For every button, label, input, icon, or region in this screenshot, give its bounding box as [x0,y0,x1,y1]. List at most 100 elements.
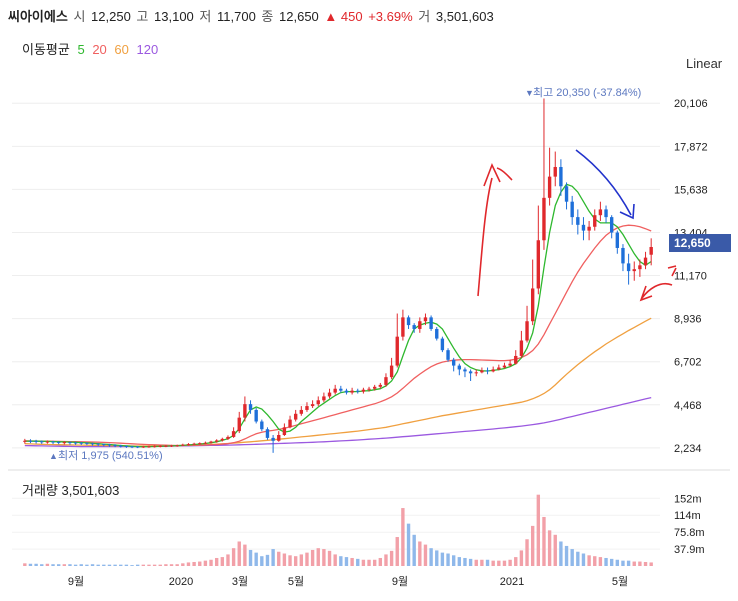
volume-bar [124,564,129,566]
candle-body [649,247,653,255]
volume-bar [372,559,377,566]
volume-bar [186,562,191,566]
volume-bar [542,516,546,566]
volume-bar [277,551,281,566]
ma120-legend: 120 [136,42,159,57]
candle-body [593,215,597,227]
candle-body [553,166,557,177]
volume-bar [621,560,625,566]
volume-bar [90,564,95,566]
candle-body [604,209,608,218]
low-marker-arrow: ▲ [49,451,58,461]
volume-bar [34,563,38,566]
high-marker-arrow: ▼ [525,88,534,98]
volume-bar [305,552,309,566]
candle-body [638,265,642,270]
ma5-legend: 5 [77,42,85,57]
candle-body [401,317,405,337]
volume-bar [243,544,247,566]
volume-bar [446,553,450,566]
price-tick-label: 4,468 [674,400,702,412]
candle-body [570,201,574,218]
candle-body [130,446,134,448]
candle-body [468,371,473,374]
moving-average-legend[interactable]: 이동평균 5 20 60 120 [22,39,162,58]
time-tick-label: 5월 [288,575,304,588]
price-tick-label: 17,872 [674,141,708,153]
volume-bar [209,559,213,566]
candle-body [119,445,123,447]
candle-body [107,444,112,446]
candle-body [423,317,428,322]
candle-body [316,400,320,405]
volume-bar [73,564,78,566]
volume-bar [237,541,241,566]
candle-body [299,409,304,414]
volume-bar [158,564,162,566]
volume-bar [327,550,332,566]
candle-body [288,419,292,428]
volume-bar [423,544,428,566]
candle-body [135,446,140,448]
candle-body [209,441,213,443]
price-tags: 12,650 최고 20,350 (-37.84%) ▼ 최저 1,975 (5… [49,86,731,462]
candle-body [254,409,258,422]
volume-bar [51,564,55,566]
candle-body [73,442,78,444]
candle-body [497,367,501,370]
high-value: 13,100 [154,9,194,24]
volume-bar [226,554,230,566]
candle-body [485,370,490,372]
candle-body [198,443,202,445]
volume-bar [519,550,524,566]
volume-bar [265,554,270,566]
candle-body [243,404,247,418]
ma20-legend: 20 [92,42,107,57]
volume-bar [214,557,219,566]
price-tick-label: 2,234 [674,443,702,455]
price-header: 씨아이에스 시 12,250 고 13,100 저 11,700 종 12,65… [8,6,496,25]
candle-body [372,386,377,389]
candle-body [384,377,388,385]
volume-bar [322,549,326,566]
low-marker: 최저 1,975 (540.51%) [58,449,163,462]
volume-bar [96,564,100,566]
candle-body [40,441,44,443]
volume-bar [604,557,608,566]
candle-body [226,436,230,439]
volume-bar [198,561,202,566]
volume-bar [293,556,298,566]
candle-body [344,390,349,393]
volume-bar [451,555,456,566]
candle-body [96,443,100,445]
candle-body [322,396,326,401]
candle-body [305,406,309,410]
price-tick-label: 20,106 [674,98,708,110]
close-label: 종 [261,9,274,24]
candle-body [547,176,552,198]
candle-body [389,365,394,378]
volume-bar [361,559,366,566]
volume-bar [525,539,529,566]
volume-bar [581,553,586,566]
volume-bar [147,564,151,566]
volume-axis: 152m 114m 75.8m 37.9m [674,493,705,556]
volume-bar [553,534,557,566]
low-label: 저 [199,9,212,24]
volume-value: 3,501,603 [435,9,494,24]
candle-body [113,445,117,447]
candle-body [446,350,450,360]
volume-bar [502,560,507,566]
stock-name: 씨아이에스 [8,9,68,24]
volume-bar [316,548,320,566]
candle-body [158,445,162,447]
candle-body [536,240,541,289]
last-price-tag [669,234,731,252]
volume-bar [271,549,275,566]
volume-bar [282,553,287,566]
candle-body [282,427,287,436]
volume-bar [113,564,117,566]
candle-body [525,321,529,341]
scale-mode-toggle[interactable]: Linear [686,56,723,71]
